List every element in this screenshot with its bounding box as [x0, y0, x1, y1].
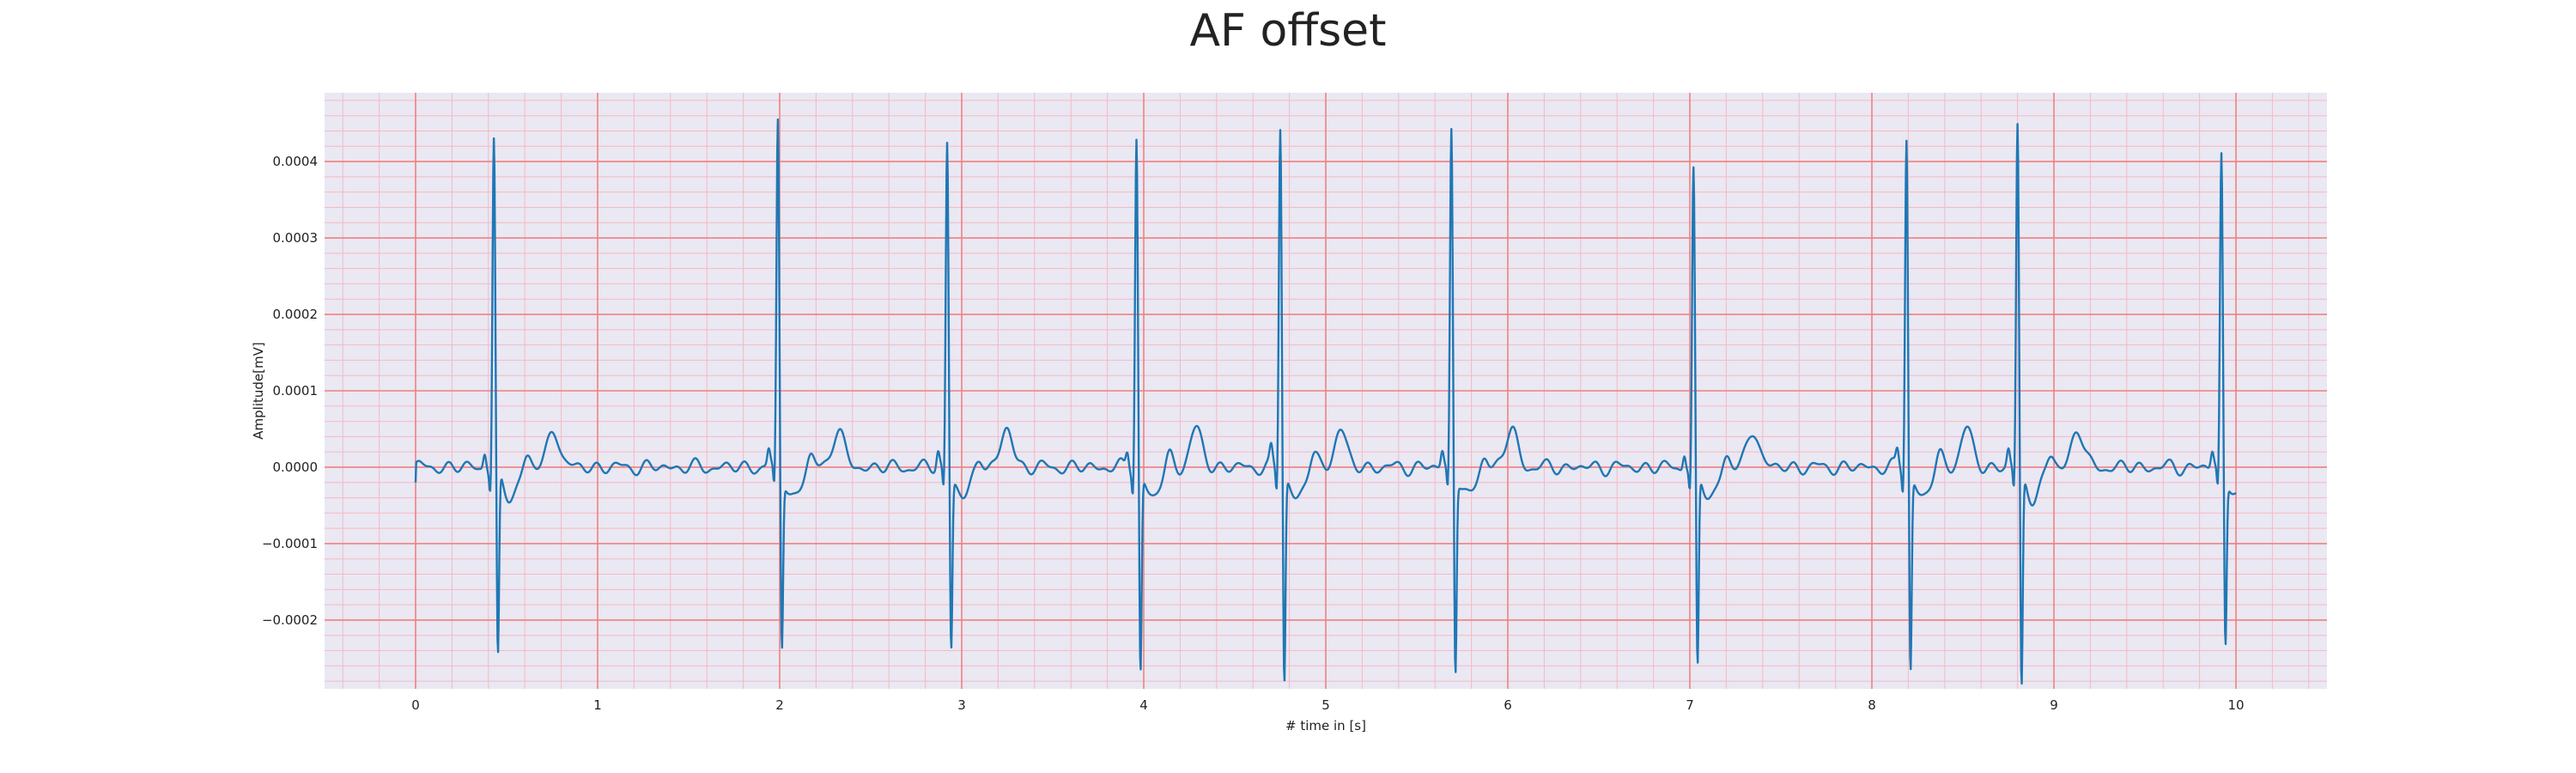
y-tick-label: 0.0003	[273, 230, 319, 246]
x-axis-ticks: 0 1 2 3 4 5 6 7 8 9 10	[411, 697, 2244, 713]
y-tick-label: 0.0000	[273, 460, 319, 475]
x-tick-label: 6	[1504, 697, 1512, 713]
x-tick-label: 3	[957, 697, 966, 713]
x-tick-label: 10	[2227, 697, 2244, 713]
x-tick-label: 4	[1139, 697, 1148, 713]
x-axis-label: # time in [s]	[1285, 718, 1366, 733]
x-tick-label: 1	[593, 697, 602, 713]
chart-title: AF offset	[1189, 5, 1387, 57]
x-tick-label: 2	[775, 697, 784, 713]
x-tick-label: 8	[1868, 697, 1876, 713]
y-tick-label: 0.0001	[273, 383, 319, 399]
y-tick-label: 0.0004	[273, 154, 319, 169]
x-tick-label: 5	[1321, 697, 1330, 713]
x-tick-label: 9	[2050, 697, 2058, 713]
y-tick-label: 0.0002	[273, 307, 319, 322]
x-tick-label: 0	[411, 697, 420, 713]
ecg-series-line	[414, 118, 2237, 685]
x-tick-label: 7	[1686, 697, 1694, 713]
major-grid	[325, 93, 2327, 689]
y-axis-ticks: −0.0002 −0.0001 0.0000 0.0001 0.0002 0.0003 0.…	[262, 154, 318, 628]
y-tick-label: −0.0001	[262, 536, 318, 551]
y-axis-label: Amplitude[mV]	[251, 342, 266, 439]
y-tick-label: −0.0002	[262, 612, 318, 628]
